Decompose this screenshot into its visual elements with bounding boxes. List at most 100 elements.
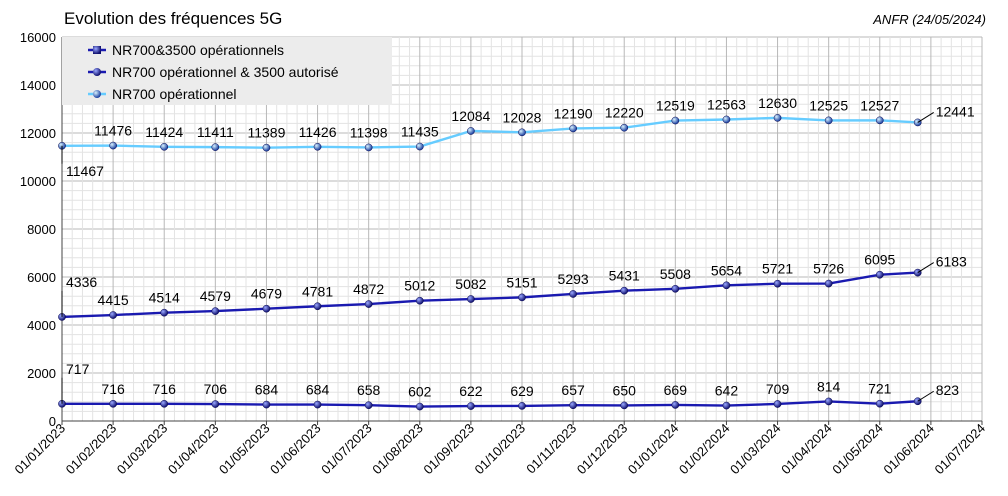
data-point xyxy=(518,293,526,302)
chart-source: ANFR (24/05/2024) xyxy=(873,12,986,27)
y-tick-label: 0 xyxy=(49,414,56,429)
data-point xyxy=(569,290,577,298)
data-label: 4415 xyxy=(98,292,129,308)
data-point xyxy=(518,402,526,410)
x-tick-label: 01/06/2023 xyxy=(267,421,324,478)
x-tick-label: 01/05/2024 xyxy=(829,421,886,478)
data-label: 658 xyxy=(357,382,381,398)
data-point xyxy=(211,400,220,408)
data-label: 12630 xyxy=(758,95,797,111)
data-point xyxy=(671,401,680,409)
data-point xyxy=(109,311,117,319)
data-label: 11411 xyxy=(197,124,234,140)
data-label-leader xyxy=(917,390,934,402)
data-label: 657 xyxy=(561,382,585,398)
data-point xyxy=(824,279,833,288)
y-tick-label: 6000 xyxy=(27,270,56,285)
data-label: 5721 xyxy=(762,261,793,277)
data-point xyxy=(364,300,373,308)
data-label: 814 xyxy=(817,378,841,394)
data-label: 11426 xyxy=(299,124,337,140)
data-label: 4514 xyxy=(149,290,180,306)
x-tick-label: 01/02/2023 xyxy=(63,421,120,478)
data-label: 709 xyxy=(766,381,790,397)
y-tick-label: 10000 xyxy=(20,174,56,189)
y-tick-label: 12000 xyxy=(20,126,56,141)
x-tick-label: 01/04/2024 xyxy=(778,421,835,478)
legend-marker xyxy=(93,68,101,76)
x-tick-label: 01/05/2023 xyxy=(216,421,273,478)
x-tick-label: 01/09/2023 xyxy=(420,421,477,478)
y-tick-label: 2000 xyxy=(27,366,56,381)
x-tick-label: 01/04/2023 xyxy=(165,421,222,478)
data-point xyxy=(620,401,629,410)
y-tick-label: 16000 xyxy=(20,30,56,45)
data-point xyxy=(824,397,833,406)
x-tick-label: 01/08/2023 xyxy=(369,421,426,478)
data-label: 12220 xyxy=(605,105,644,121)
data-label: 4781 xyxy=(302,283,333,299)
x-tick-label: 01/03/2024 xyxy=(727,421,784,478)
data-label: 684 xyxy=(255,382,279,398)
data-label: 4579 xyxy=(200,288,231,304)
data-point xyxy=(467,295,475,303)
data-label: 650 xyxy=(613,382,637,398)
data-label: 716 xyxy=(153,381,177,397)
data-label: 716 xyxy=(101,381,125,397)
data-label: 11398 xyxy=(350,124,388,140)
data-label: 11424 xyxy=(145,124,183,140)
data-label: 12084 xyxy=(451,108,490,124)
data-point xyxy=(722,401,731,410)
data-label: 5293 xyxy=(558,271,589,287)
data-point xyxy=(211,143,220,151)
data-label: 12525 xyxy=(809,97,848,113)
legend-label: NR700&3500 opérationnels xyxy=(112,42,284,58)
x-tick-label: 01/06/2024 xyxy=(880,421,937,478)
data-label: 669 xyxy=(664,382,688,398)
data-point xyxy=(722,115,731,124)
x-tick-label: 01/11/2023 xyxy=(523,421,579,477)
data-point xyxy=(722,281,731,290)
data-point xyxy=(467,402,475,410)
data-point xyxy=(569,401,577,410)
x-tick-label: 01/01/2024 xyxy=(625,421,682,478)
x-tick-label: 01/03/2023 xyxy=(114,421,171,478)
x-tick-label: 01/07/2024 xyxy=(931,421,988,478)
x-tick-label: 01/07/2023 xyxy=(318,421,375,478)
series-line-2 xyxy=(61,271,918,319)
data-label: 642 xyxy=(715,383,739,399)
chart-title: Evolution des fréquences 5G xyxy=(64,9,283,28)
data-point xyxy=(364,143,373,152)
data-point xyxy=(569,124,577,133)
data-label: 629 xyxy=(510,383,534,399)
legend-marker xyxy=(93,90,101,98)
data-label: 5508 xyxy=(660,266,691,282)
data-label-leader xyxy=(917,111,934,123)
x-tick-label: 01/12/2023 xyxy=(574,421,631,478)
series-line-1 xyxy=(61,400,918,408)
series-line-3 xyxy=(61,116,918,149)
data-point xyxy=(415,142,424,151)
x-tick-label: 01/02/2024 xyxy=(676,421,733,478)
data-point xyxy=(773,114,782,122)
y-tick-label: 14000 xyxy=(20,78,56,93)
data-point xyxy=(415,296,424,305)
data-label: 4872 xyxy=(353,281,384,297)
data-point xyxy=(518,128,526,137)
data-point xyxy=(671,284,680,293)
data-point xyxy=(415,402,424,411)
data-label: 5151 xyxy=(506,274,537,290)
x-tick-label: 01/01/2023 xyxy=(11,421,68,478)
data-label: 12190 xyxy=(554,105,593,121)
legend: NR700&3500 opérationnels NR700 opérationn… xyxy=(62,37,392,105)
data-point xyxy=(109,399,117,408)
data-point xyxy=(875,270,884,279)
data-label: 622 xyxy=(459,383,483,399)
y-tick-label: 4000 xyxy=(27,318,56,333)
data-point xyxy=(671,116,680,125)
data-label: 11476 xyxy=(94,123,132,139)
data-label: 12028 xyxy=(503,109,542,125)
data-label: 5082 xyxy=(455,276,486,292)
data-label: 4336 xyxy=(66,274,97,290)
